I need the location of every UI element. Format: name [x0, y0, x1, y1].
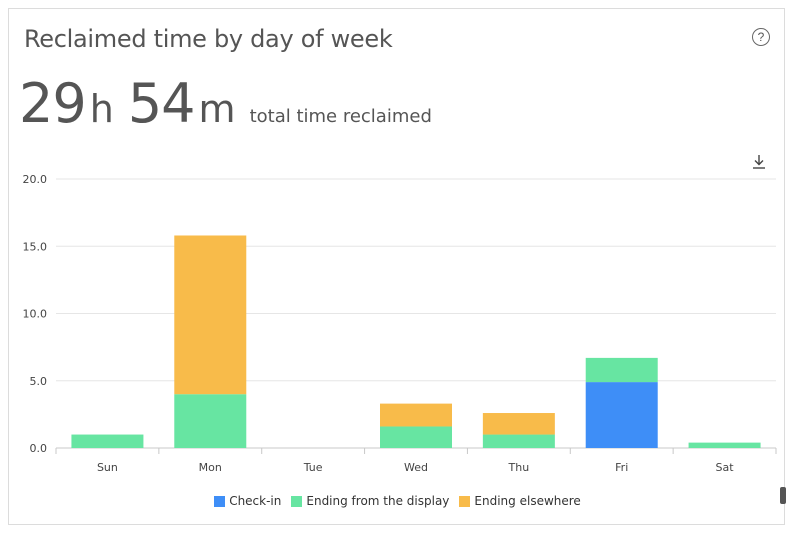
y-tick-label: 0.0	[30, 442, 48, 455]
bar-thu-ending-from-the-display	[482, 434, 555, 448]
y-tick-label: 15.0	[23, 240, 48, 253]
x-tick-label: Sun	[97, 461, 118, 474]
download-icon[interactable]	[752, 154, 766, 170]
total-hours-value: 29	[19, 72, 87, 135]
scrollbar-thumb[interactable]	[780, 487, 786, 504]
bar-mon-ending-from-the-display	[174, 394, 247, 448]
legend-item-ending-elsewhere[interactable]: Ending elsewhere	[459, 494, 581, 508]
legend-label: Ending from the display	[306, 494, 450, 508]
bar-wed-ending-from-the-display	[380, 426, 452, 448]
total-label: total time reclaimed	[249, 106, 432, 127]
legend-label: Ending elsewhere	[474, 494, 581, 508]
y-tick-label: 5.0	[30, 375, 48, 388]
legend-item-ending-from-the-display[interactable]: Ending from the display	[291, 494, 449, 508]
bar-chart: 0.0 5.0 10.0 15.0 20.0 Sun Mon Tue Wed Thu Fri Sat	[23, 173, 777, 474]
y-tick-label: 20.0	[23, 173, 48, 186]
bar-sat-ending-from-the-display	[688, 442, 761, 448]
chart-legend: Check-in Ending from the display Ending el…	[0, 494, 795, 510]
x-tick-label: Fri	[615, 461, 628, 474]
help-icon[interactable]: ?	[752, 28, 770, 46]
total-minutes-value: 54	[127, 72, 196, 135]
bar-fri-ending-from-the-display	[585, 357, 658, 383]
x-tick-label: Sat	[716, 461, 735, 474]
bar-thu-ending-elsewhere	[482, 413, 555, 435]
legend-swatch	[214, 495, 226, 507]
y-tick-label: 10.0	[23, 308, 48, 321]
legend-label: Check-in	[229, 494, 282, 508]
bar-sun-ending-from-the-display	[71, 434, 144, 448]
legend-swatch	[291, 495, 303, 507]
legend-item-check-in[interactable]: Check-in	[214, 494, 281, 508]
total-time: 29 h 54 m total time reclaimed	[19, 72, 432, 135]
x-tick-label: Thu	[508, 461, 530, 474]
bar-wed-ending-elsewhere	[380, 403, 452, 427]
bar-mon-ending-elsewhere	[174, 235, 247, 395]
x-tick-label: Mon	[199, 461, 222, 474]
legend-swatch	[459, 495, 471, 507]
x-tick-label: Wed	[404, 461, 428, 474]
minutes-unit: m	[198, 87, 236, 131]
bar-fri-check-in	[585, 382, 658, 448]
card-title: Reclaimed time by day of week	[24, 25, 393, 53]
hours-unit: h	[89, 87, 114, 131]
x-tick-label: Tue	[303, 461, 323, 474]
